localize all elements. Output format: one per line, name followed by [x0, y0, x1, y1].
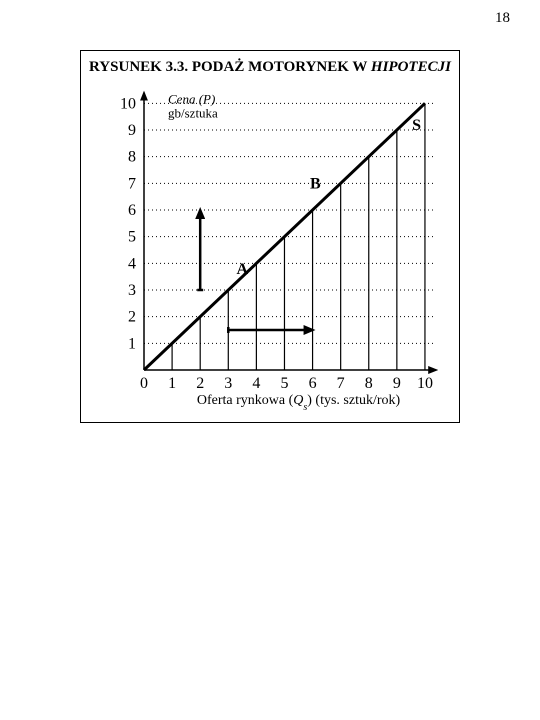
- svg-text:4: 4: [252, 375, 260, 392]
- svg-text:9: 9: [128, 122, 136, 139]
- svg-text:10: 10: [417, 375, 433, 392]
- svg-text:5: 5: [280, 375, 288, 392]
- chart-svg: 1 2 3 4 5 6 7 8 9 10 0 1 2 3 4 5 6 7 8 9 10 A B S Cena (P)gb/s…: [89, 80, 449, 410]
- svg-text:5: 5: [128, 229, 136, 246]
- svg-text:10: 10: [120, 95, 136, 112]
- svg-text:7: 7: [337, 375, 345, 392]
- svg-text:1: 1: [128, 335, 136, 352]
- figure-box: RYSUNEK 3.3. PODAŻ MOTORYNEK W HIPOTECJI: [80, 50, 460, 423]
- svg-text:6: 6: [309, 375, 317, 392]
- svg-text:4: 4: [128, 255, 136, 272]
- svg-text:2: 2: [128, 309, 136, 326]
- figure-title-italic: HIPOTECJI: [371, 59, 451, 75]
- svg-text:8: 8: [365, 375, 373, 392]
- svg-text:7: 7: [128, 175, 136, 192]
- svg-text:3: 3: [128, 282, 136, 299]
- svg-text:0: 0: [140, 375, 148, 392]
- svg-text:9: 9: [393, 375, 401, 392]
- page: 18 RYSUNEK 3.3. PODAŻ MOTORYNEK W HIPOTE…: [0, 0, 540, 720]
- svg-text:6: 6: [128, 202, 136, 219]
- svg-text:2: 2: [196, 375, 204, 392]
- svg-text:3: 3: [224, 375, 232, 392]
- svg-text:1: 1: [168, 375, 176, 392]
- svg-text:Cena (P): Cena (P): [168, 91, 215, 106]
- svg-text:gb/sztuka: gb/sztuka: [168, 105, 218, 120]
- svg-text:8: 8: [128, 149, 136, 166]
- gridlines: [144, 103, 433, 343]
- figure-title: RYSUNEK 3.3. PODAŻ MOTORYNEK W HIPOTECJI: [89, 59, 451, 76]
- svg-text:Oferta rynkowa (Qs) (tys. sztu: Oferta rynkowa (Qs) (tys. sztuk/rok): [197, 393, 401, 410]
- svg-text:B: B: [310, 176, 321, 193]
- page-number: 18: [495, 10, 510, 27]
- figure-title-text: RYSUNEK 3.3. PODAŻ MOTORYNEK W: [89, 59, 371, 75]
- supply-chart: 1 2 3 4 5 6 7 8 9 10 0 1 2 3 4 5 6 7 8 9 10 A B S Cena (P)gb/s…: [89, 80, 451, 410]
- svg-text:S: S: [412, 117, 421, 134]
- svg-text:A: A: [237, 261, 249, 278]
